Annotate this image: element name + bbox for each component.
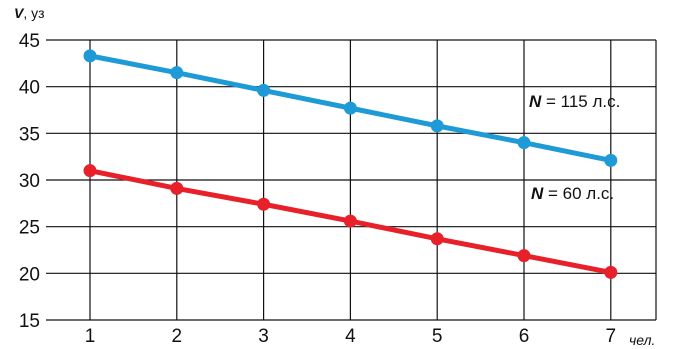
data-point xyxy=(517,136,531,150)
y-tick-label: 30 xyxy=(19,171,40,192)
x-tick-labels: 1 2 3 4 5 6 7 xyxy=(85,326,616,347)
x-tick-label: 1 xyxy=(85,326,96,347)
x-tick-label: 4 xyxy=(345,326,356,347)
y-tick-label: 20 xyxy=(19,264,40,285)
data-point xyxy=(430,119,444,133)
data-point xyxy=(83,49,97,63)
series-label-1: N = 115 л.с. xyxy=(529,92,620,111)
data-point xyxy=(604,153,618,167)
x-tick-label: 7 xyxy=(606,326,617,347)
series xyxy=(83,49,618,279)
data-point xyxy=(83,164,97,178)
data-point xyxy=(170,66,184,80)
y-axis-title: V, уз xyxy=(14,5,45,21)
x-tick-label: 2 xyxy=(172,326,183,347)
data-point xyxy=(343,214,357,228)
x-tick-label: 3 xyxy=(258,326,269,347)
x-tick-label: 6 xyxy=(519,326,530,347)
y-tick-label: 35 xyxy=(19,124,40,145)
y-tick-label: 40 xyxy=(19,78,40,99)
y-tick-label: 25 xyxy=(19,218,40,239)
series-label-2: N = 60 л.с. xyxy=(531,184,614,203)
y-tick-label: 45 xyxy=(19,31,40,52)
y-tick-labels: 15 20 25 30 35 40 45 xyxy=(19,31,40,332)
data-point xyxy=(170,181,184,195)
data-point xyxy=(604,265,618,279)
y-tick-label: 15 xyxy=(19,311,40,332)
data-point xyxy=(257,83,271,97)
x-unit-label: чел. xyxy=(629,332,655,348)
x-tick-label: 5 xyxy=(432,326,443,347)
series-labels: N = 115 л.с. N = 60 л.с. xyxy=(529,92,620,203)
data-point xyxy=(343,101,357,115)
data-point xyxy=(430,232,444,246)
data-point xyxy=(517,249,531,263)
data-point xyxy=(257,197,271,211)
